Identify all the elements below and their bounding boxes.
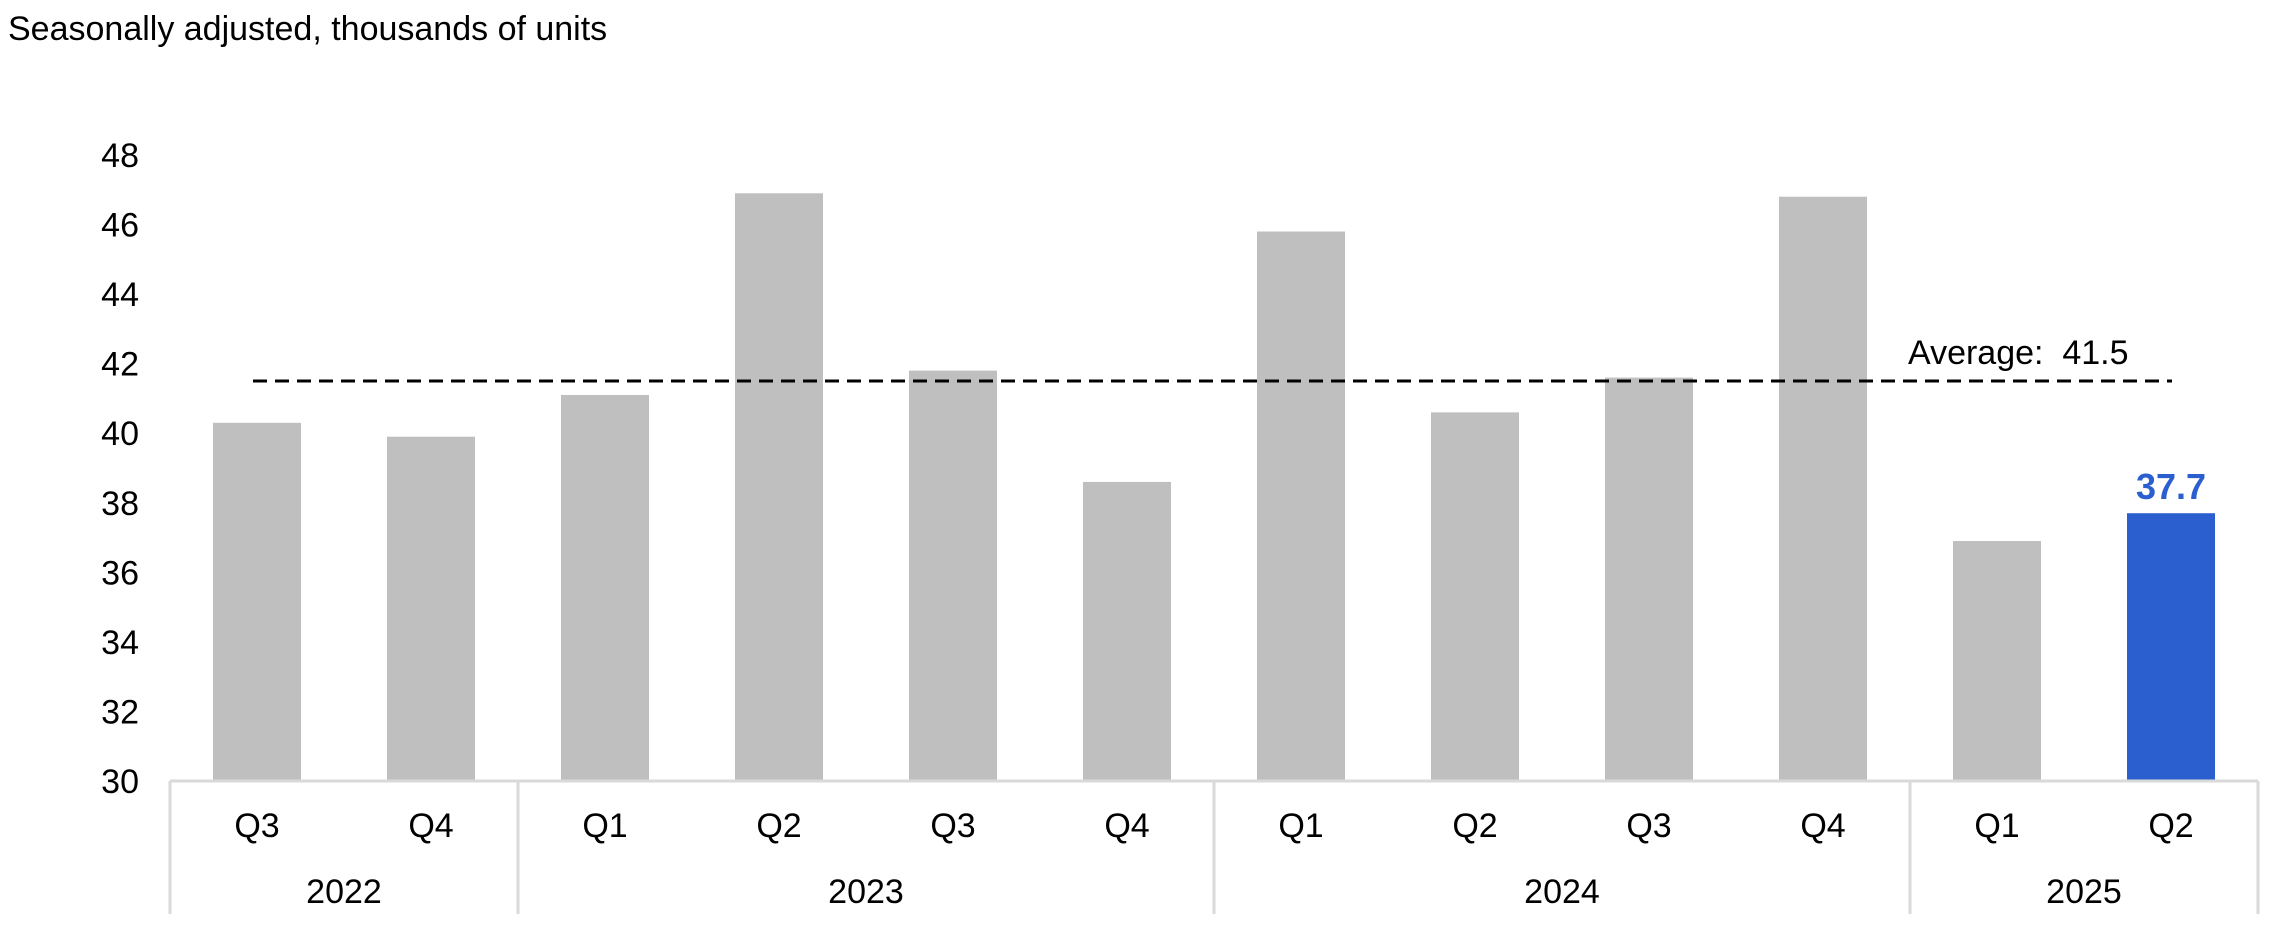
x-tick-label: Q1 [1278,807,1323,845]
bar [735,193,823,781]
x-group-label: 2023 [828,873,904,911]
bar [1083,481,1171,781]
y-tick-label: 42 [101,346,139,384]
x-tick-label: Q1 [582,807,627,845]
bar [1953,541,2041,781]
bar [1257,231,1345,781]
x-tick-label: Q4 [408,807,453,845]
x-tick-label: Q2 [2148,807,2193,845]
x-tick-label: Q2 [1452,807,1497,845]
bar [1605,377,1693,781]
x-axis: Q3 Q4 Q1 Q2 Q3 Q4 Q1 Q2 Q3 Q4 Q1 Q2 2022 2023 2024 2025 [168,779,2260,914]
x-group-label: 2022 [306,873,382,911]
y-tick-label: 46 [101,207,139,245]
x-tick-label: Q3 [234,807,279,845]
x-tick-label: Q3 [930,807,975,845]
chart-subtitle: Seasonally adjusted, thousands of units [8,10,607,48]
y-tick-label: 32 [101,693,139,731]
y-tick-label: 30 [101,763,139,801]
x-group-label: 2025 [2046,873,2122,911]
x-tick-label: Q1 [1974,807,2019,845]
bar [1431,412,1519,781]
y-tick-label: 44 [101,276,139,314]
average-line-group: Average: 41.5 [253,334,2172,383]
highlight-bar [2127,513,2215,781]
y-axis: 30 32 34 36 38 40 42 44 46 48 [101,137,139,801]
x-tick-label: Q3 [1626,807,1671,845]
x-tick-label: Q4 [1104,807,1149,845]
x-group-label: 2024 [1524,873,1600,911]
bar [1779,196,1867,781]
bar [387,436,475,781]
bars: 37.7 [213,193,2215,781]
x-tick-label: Q2 [756,807,801,845]
y-tick-label: 38 [101,485,139,523]
highlight-data-label: 37.7 [2136,466,2206,507]
y-tick-label: 40 [101,415,139,453]
x-tick-label: Q4 [1800,807,1845,845]
y-tick-label: 48 [101,137,139,175]
average-label: Average: 41.5 [1908,334,2129,372]
bar [909,370,997,781]
y-tick-label: 36 [101,554,139,592]
bar [213,422,301,781]
bar [561,394,649,781]
y-tick-label: 34 [101,624,139,662]
